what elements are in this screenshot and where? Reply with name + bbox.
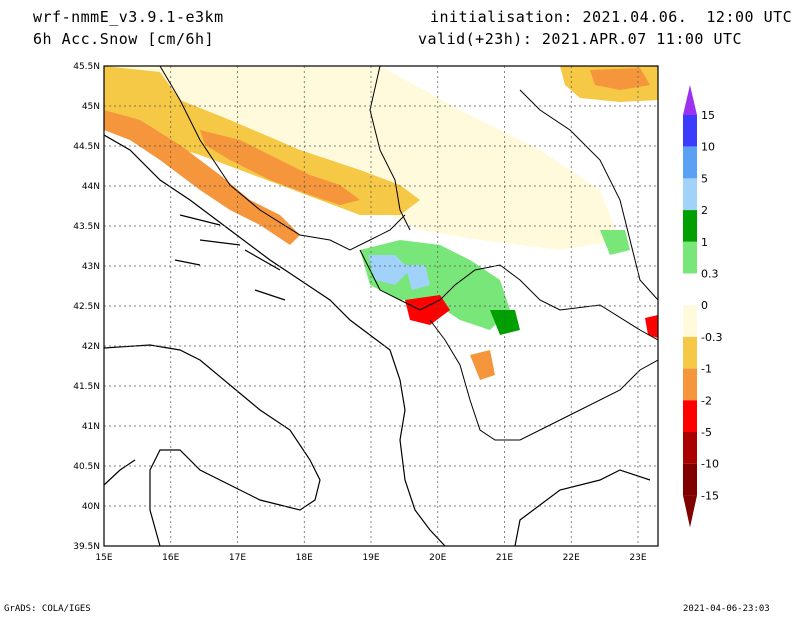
lat-tick-label: 42.5N <box>73 302 100 312</box>
lat-tick-label: 43.5N <box>73 222 100 232</box>
colorbar-label: -2 <box>701 394 712 407</box>
snow-area-greece-orange <box>470 350 495 380</box>
lon-tick-label: 21E <box>496 553 513 563</box>
map-frame <box>103 65 659 547</box>
colorbar-label: 0 <box>701 299 708 312</box>
lon-tick-label: 18E <box>296 553 313 563</box>
lat-lon-grid <box>104 66 658 546</box>
colorbar-label: -5 <box>701 426 712 439</box>
colorbar-label: 2 <box>701 204 708 217</box>
snow-area-east-green <box>600 230 630 255</box>
lon-tick-label: 22E <box>563 553 580 563</box>
colorbar-label: 10 <box>701 141 715 154</box>
colorbar-label: -15 <box>701 489 719 502</box>
snow-area-red <box>405 295 450 325</box>
lat-tick-label: 41N <box>82 422 100 432</box>
colorbar-label: -1 <box>701 363 712 376</box>
snow-area-light-north <box>104 66 620 250</box>
lat-tick-label: 40.5N <box>73 462 100 472</box>
snow-area-east-red <box>645 315 658 338</box>
lat-tick-label: 39.5N <box>73 542 100 552</box>
colorbar: 15 10 5 2 1 0.3 0 -0.3 -1 -2 -5 -10 -15 <box>683 85 722 528</box>
lat-tick-label: 45N <box>82 102 100 112</box>
footer-timestamp: 2021-04-06-23:03 <box>683 604 770 614</box>
lat-tick-label: 45.5N <box>73 62 100 72</box>
colorbar-label: 5 <box>701 172 708 185</box>
country-borders <box>159 66 658 441</box>
colorbar-label: 0.3 <box>701 268 719 281</box>
snow-area-heavy-croatia <box>104 110 300 245</box>
lon-tick-label: 16E <box>162 553 179 563</box>
colorbar-segment <box>683 241 697 274</box>
axis-labels: 15E 16E 17E 18E 19E 20E 21E 22E 23E 39.5N 40N 40.5N… <box>73 62 647 563</box>
lon-tick-label: 23E <box>629 553 646 563</box>
colorbar-label: -10 <box>701 458 719 471</box>
valid-time: valid(+23h): 2021.APR.07 11:00 UTC <box>418 30 743 48</box>
colorbar-label: -0.3 <box>701 331 722 344</box>
colorbar-segment <box>683 115 697 147</box>
colorbar-segment <box>683 178 697 211</box>
model-title: wrf-nmmE_v3.9.1-e3km <box>33 8 224 26</box>
colorbar-label: 1 <box>701 236 708 249</box>
lat-tick-label: 44N <box>82 182 100 192</box>
lat-tick-label: 40N <box>82 502 100 512</box>
lat-tick-label: 44.5N <box>73 142 100 152</box>
lat-tick-label: 42N <box>82 342 100 352</box>
colorbar-segment <box>683 146 697 179</box>
snow-area-mid-north <box>104 66 420 215</box>
coastlines <box>104 134 651 546</box>
footer-software: GrADS: COLA/IGES <box>4 604 91 614</box>
colorbar-min-arrow <box>683 495 697 528</box>
lat-tick-label: 43N <box>82 262 100 272</box>
field-title: 6h Acc.Snow [cm/6h] <box>33 30 215 48</box>
initialisation-time: initialisation: 2021.04.06. 12:00 UTC <box>430 8 793 26</box>
colorbar-segment <box>683 400 697 432</box>
colorbar-segment <box>683 273 697 306</box>
lon-tick-label: 17E <box>229 553 246 563</box>
lon-tick-label: 20E <box>429 553 446 563</box>
colorbar-segment <box>683 432 697 464</box>
colorbar-segment <box>683 210 697 242</box>
colorbar-segment <box>683 336 697 369</box>
snow-area-montenegro-blue <box>368 255 410 285</box>
snow-area-montenegro-blue2 <box>405 265 430 290</box>
colorbar-label: 15 <box>701 109 715 122</box>
lat-tick-label: 41.5N <box>73 382 100 392</box>
lon-tick-label: 15E <box>95 553 112 563</box>
snow-area-darkgreen <box>490 310 520 335</box>
lon-tick-label: 19E <box>362 553 379 563</box>
colorbar-segment <box>683 368 697 401</box>
snow-field-layer <box>104 66 658 380</box>
colorbar-segment <box>683 463 697 496</box>
colorbar-max-arrow <box>683 85 697 115</box>
colorbar-segment <box>683 305 697 337</box>
snow-area-ne-orange <box>590 68 650 90</box>
